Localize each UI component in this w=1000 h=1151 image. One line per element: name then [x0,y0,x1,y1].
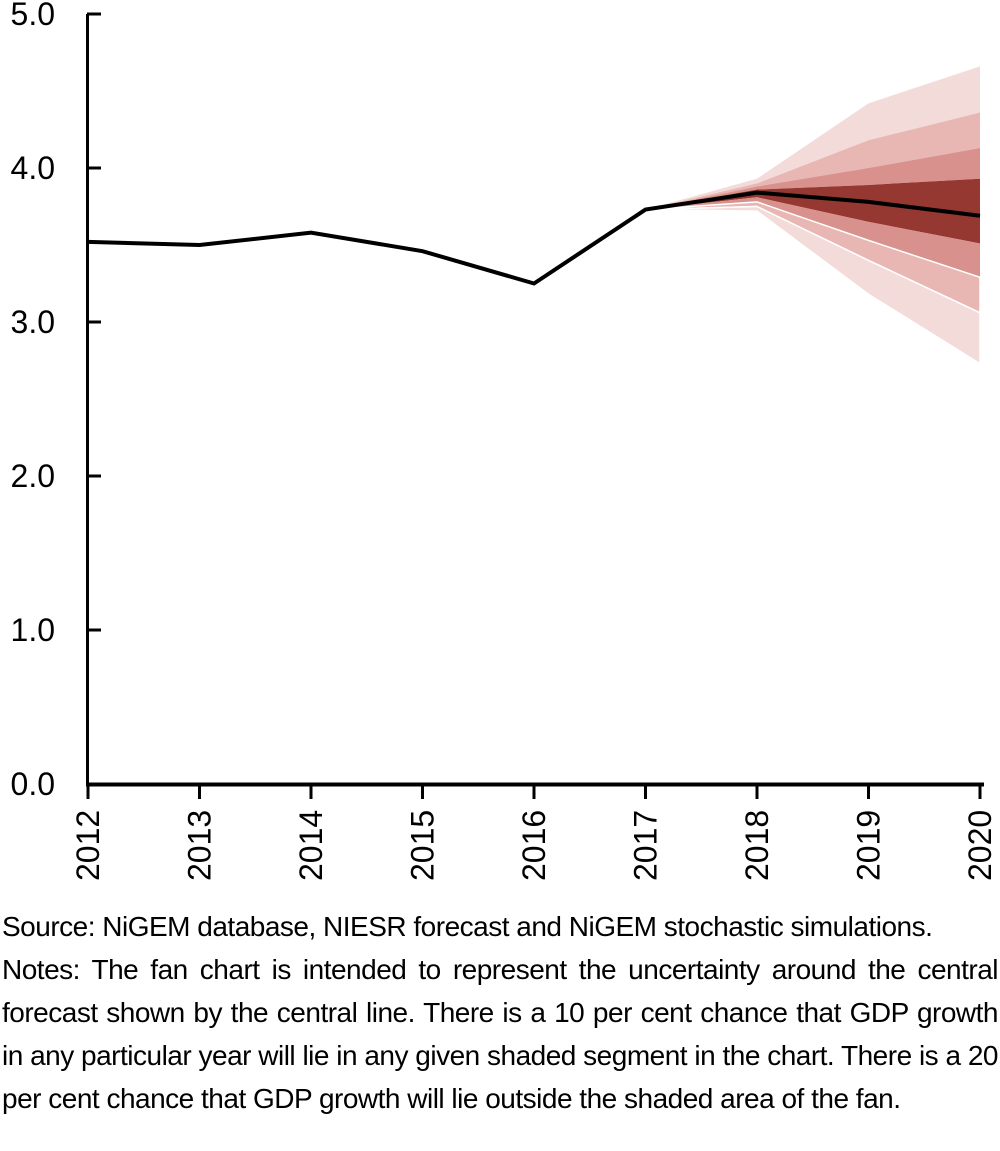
x-tick-label: 2019 [851,810,887,881]
x-tick-label: 2018 [739,810,775,881]
gdp-growth-fan-chart-figure: 0.0 1.0 2.0 3.0 4.0 5.0 2012 2013 2014 2015 2016 20… [0,0,1000,1120]
y-tick-label: 3.0 [11,304,55,340]
fan-chart: 0.0 1.0 2.0 3.0 4.0 5.0 2012 2013 2014 2015 2016 20… [11,0,998,881]
x-tick-label: 2017 [628,810,664,881]
caption-source: Source: NiGEM database, NIESR forecast a… [2,911,933,942]
y-tick-label: 5.0 [11,0,55,32]
central-forecast-line [87,190,981,286]
fan-band-p60-p70 [645,147,980,210]
fan-band-p70-p80 [645,112,980,210]
x-tick-label: 2014 [293,810,329,881]
x-tick-label: 2013 [182,810,218,881]
x-tick-label: 2015 [405,810,441,881]
fan-band-p30-p40 [645,197,980,278]
fan-band-p80-p90 [645,66,980,210]
x-tick-label: 2016 [516,810,552,881]
caption-notes: Notes: The fan chart is intended to repr… [2,954,999,1114]
x-tick-label: 2012 [70,810,106,881]
chart-caption: Source: NiGEM database, NIESR forecast a… [0,903,1000,1120]
y-tick-label: 4.0 [11,150,55,186]
fan-band-p10-p20 [645,205,981,365]
y-tick-label: 2.0 [11,458,55,494]
y-tick-label: 0.0 [11,766,55,802]
y-tick-label: 1.0 [11,612,55,648]
x-tick-label: 2020 [962,810,998,881]
